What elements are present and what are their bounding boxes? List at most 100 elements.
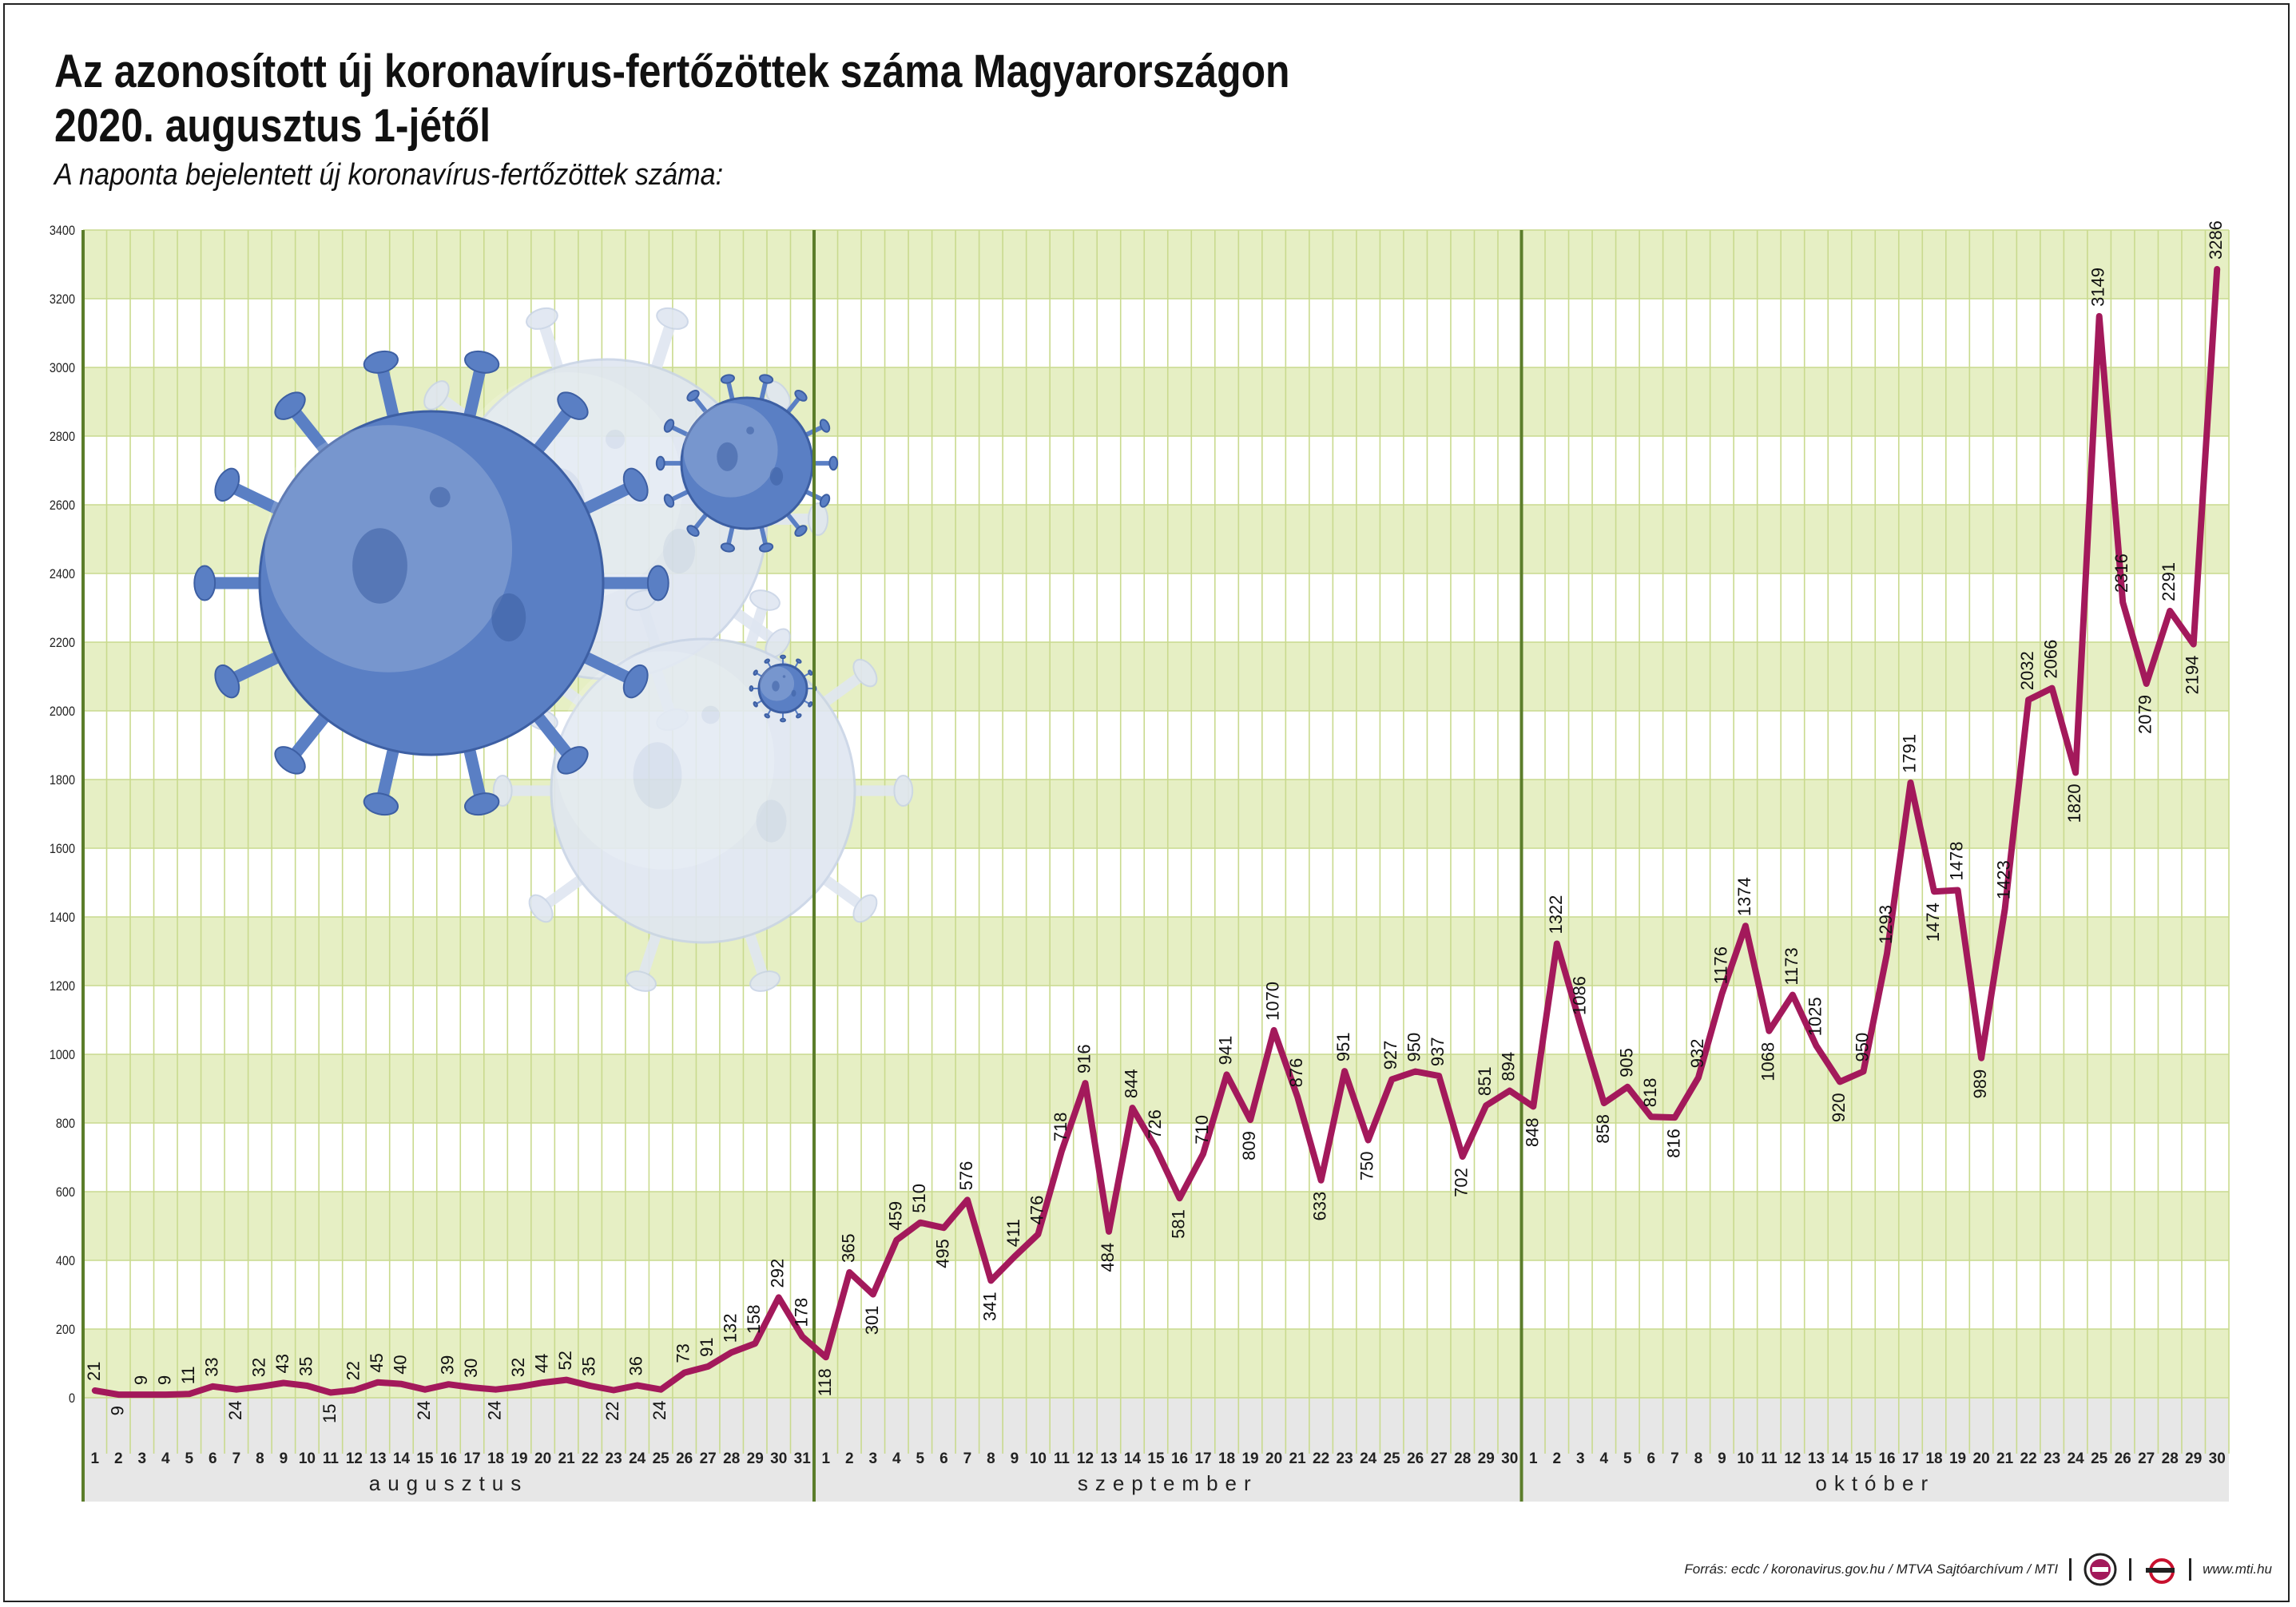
data-label: 21 [84, 1361, 104, 1380]
coronavirus-icon [193, 307, 914, 992]
data-label: 1374 [1734, 877, 1754, 916]
virus-spike-tip [274, 746, 306, 775]
virus-crater [633, 742, 682, 809]
data-label: 1086 [1569, 976, 1589, 1015]
data-label: 581 [1169, 1209, 1189, 1239]
coronavirus-icon [655, 374, 839, 553]
y-tick-label: 0 [69, 1391, 75, 1406]
data-label: 495 [932, 1239, 952, 1268]
x-tick-label: 16 [440, 1450, 457, 1467]
virus-spike-tip [423, 380, 450, 411]
data-label: 36 [626, 1356, 646, 1375]
x-tick-label: 25 [1384, 1450, 1401, 1467]
data-label: 24 [485, 1401, 505, 1420]
data-label: 292 [768, 1259, 788, 1288]
virus-body [757, 663, 808, 714]
x-tick-label: 16 [1878, 1450, 1895, 1467]
x-tick-label: 15 [416, 1450, 434, 1467]
virus-spike-tip [655, 455, 665, 471]
x-tick-label: 5 [1623, 1450, 1632, 1467]
virus-spike-tip [686, 389, 700, 402]
virus-spike-tip [759, 374, 774, 384]
x-tick-label: 11 [1761, 1450, 1778, 1467]
virus-spike-tip [626, 970, 657, 992]
x-tick-label: 20 [534, 1450, 551, 1467]
data-label: 576 [956, 1161, 976, 1191]
virus-crater [663, 529, 695, 573]
data-label: 1068 [1758, 1042, 1778, 1081]
x-tick-label: 14 [1831, 1450, 1849, 1467]
data-label: 702 [1452, 1168, 1472, 1197]
virus-spike-tip [463, 792, 500, 816]
virus-spike-tip [808, 701, 813, 708]
data-label: 818 [1640, 1078, 1660, 1108]
x-tick-label: 11 [323, 1450, 340, 1467]
x-tick-label: 23 [2044, 1450, 2060, 1467]
data-label: 52 [555, 1351, 575, 1370]
x-tick-label: 6 [1647, 1450, 1656, 1467]
mtva-logo-icon [2083, 1553, 2117, 1586]
virus-spike-tip [780, 654, 786, 660]
x-tick-label: 6 [939, 1450, 948, 1467]
data-label: 43 [272, 1354, 292, 1373]
virus-spike-tip [819, 494, 831, 508]
x-tick-label: 17 [463, 1450, 480, 1467]
coronavirus-icon [749, 654, 817, 723]
virus-crater [429, 486, 451, 508]
x-tick-label: 18 [487, 1450, 504, 1467]
data-label: 927 [1380, 1041, 1400, 1070]
title-line-2: 2020. augusztus 1-jétől [54, 100, 491, 152]
x-tick-label: 25 [2091, 1450, 2108, 1467]
virus-spike-tip [764, 713, 770, 719]
data-label: 30 [461, 1359, 481, 1378]
virus-spike-tip [753, 701, 758, 708]
virus-spike-tip [193, 565, 216, 601]
x-tick-label: 24 [1360, 1450, 1377, 1467]
x-tick-label: 10 [299, 1450, 316, 1467]
x-tick-label: 12 [1784, 1450, 1801, 1467]
x-tick-label: 3 [138, 1450, 147, 1467]
x-tick-label: 20 [1265, 1450, 1282, 1467]
virus-spike-tip [622, 664, 649, 699]
virus-spike-tip [749, 970, 781, 992]
mti-logo-icon [2146, 1558, 2175, 1584]
x-tick-label: 14 [393, 1450, 411, 1467]
x-tick-label: 28 [723, 1450, 740, 1467]
x-tick-label: 18 [1218, 1450, 1235, 1467]
data-label: 476 [1027, 1196, 1047, 1225]
virus-spike-tip [656, 307, 689, 330]
virus-crater [606, 430, 625, 449]
x-tick-label: 27 [2138, 1450, 2155, 1467]
x-tick-label: 3 [1576, 1450, 1585, 1467]
data-label: 73 [673, 1343, 693, 1363]
x-tick-label: 7 [232, 1450, 241, 1467]
data-label: 3286 [2206, 220, 2226, 260]
virus-spike-tip [753, 669, 758, 676]
x-tick-label: 19 [510, 1450, 527, 1467]
y-tick-label: 600 [56, 1185, 75, 1200]
source-text: Forrás: ecdc / koronavirus.gov.hu / MTVA… [1684, 1561, 2059, 1577]
x-tick-label: 8 [987, 1450, 995, 1467]
y-tick-label: 400 [56, 1254, 75, 1268]
x-tick-label: 24 [629, 1450, 646, 1467]
data-label: 9 [107, 1406, 127, 1415]
footer-separator [2069, 1558, 2072, 1581]
x-tick-label: 16 [1171, 1450, 1188, 1467]
data-label: 35 [579, 1356, 599, 1375]
virus-crater [769, 466, 784, 486]
x-tick-label: 7 [963, 1450, 972, 1467]
x-tick-label: 12 [346, 1450, 363, 1467]
month-label: augusztus [369, 1471, 529, 1495]
data-label: 950 [1852, 1033, 1872, 1062]
data-label: 2291 [2159, 562, 2179, 601]
virus-spike-tip [828, 455, 839, 471]
x-tick-label: 1 [90, 1450, 99, 1467]
data-label: 32 [248, 1358, 268, 1377]
virus-spike-tip [893, 775, 914, 807]
x-tick-label: 4 [161, 1450, 170, 1467]
virus-spike-tip [808, 502, 828, 536]
virus-spike-tip [852, 894, 878, 923]
data-label: 2066 [2041, 640, 2061, 679]
y-tick-label: 1400 [50, 911, 75, 925]
data-label: 851 [1475, 1066, 1495, 1096]
